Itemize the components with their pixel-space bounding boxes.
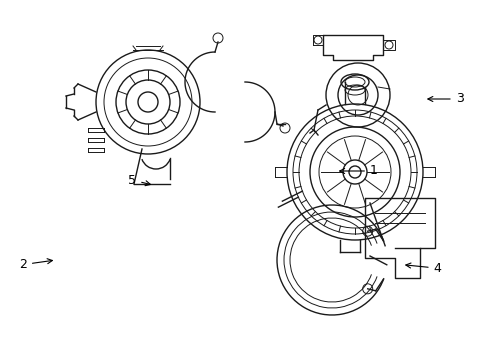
Text: 2: 2 — [19, 258, 52, 271]
Text: 3: 3 — [428, 93, 464, 105]
Text: 1: 1 — [340, 165, 378, 177]
Text: 5: 5 — [128, 174, 150, 186]
Text: 4: 4 — [406, 262, 441, 275]
